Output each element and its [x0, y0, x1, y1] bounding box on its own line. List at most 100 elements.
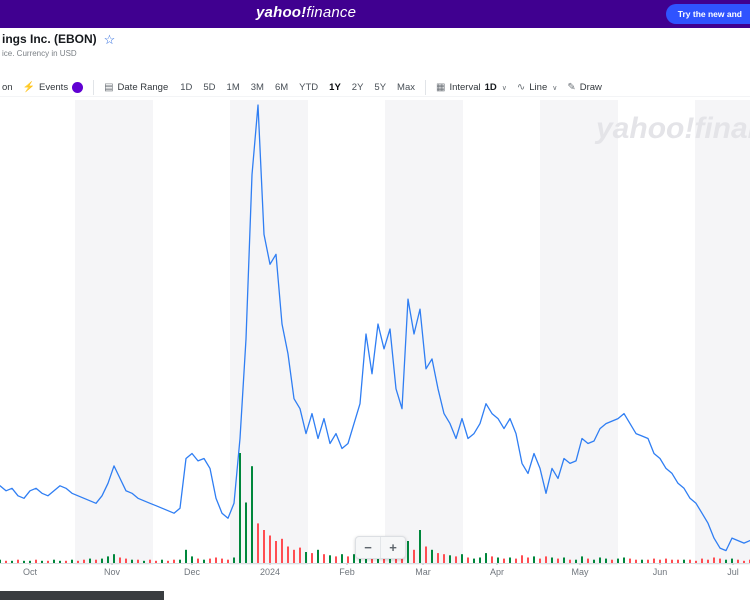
try-new-button[interactable]: Try the new and — [665, 4, 750, 24]
volume-bar — [161, 559, 163, 563]
zoom-out-button[interactable]: − — [356, 537, 380, 558]
volume-bar — [185, 549, 187, 563]
range-max[interactable]: Max — [397, 82, 415, 93]
volume-bar — [227, 559, 229, 563]
range-6m[interactable]: 6M — [274, 82, 289, 93]
volume-bar — [401, 555, 403, 563]
volume-bar — [665, 558, 667, 563]
yahoo-finance-logo[interactable]: yahoo!finance — [256, 4, 356, 21]
volume-bar — [641, 559, 643, 563]
calendar-icon: ▤ — [104, 81, 114, 93]
volume-bar — [275, 541, 277, 563]
volume-bar — [587, 558, 589, 563]
volume-bar — [659, 559, 661, 563]
volume-bar — [437, 553, 439, 563]
price-line — [0, 104, 750, 552]
x-axis-label: Mar — [415, 567, 431, 577]
volume-bar — [119, 557, 121, 563]
volume-bar — [629, 558, 631, 563]
volume-bar — [299, 547, 301, 563]
zoom-controls: − + — [355, 536, 406, 559]
volume-bar — [623, 557, 625, 563]
volume-bar — [551, 557, 553, 563]
x-axis-label: 2024 — [259, 567, 281, 577]
events-button[interactable]: ⚡ Events — [23, 82, 84, 93]
range-ytd[interactable]: YTD — [299, 82, 319, 93]
volume-bar — [77, 560, 79, 563]
draw-button[interactable]: ✎ Draw — [567, 82, 602, 93]
volume-bar — [155, 560, 157, 563]
volume-bar — [59, 560, 61, 563]
volume-bar — [35, 559, 37, 563]
chart-toolbar: on ⚡ Events ▤ Date Range 1D 5D 1M 3M 6M … — [0, 79, 750, 97]
volume-bar — [11, 560, 13, 563]
watchlist-star-icon[interactable]: ☆ — [103, 31, 116, 47]
volume-bar — [239, 453, 241, 563]
volume-bar — [515, 558, 517, 563]
volume-bar — [671, 559, 673, 563]
month-stripe — [230, 100, 308, 565]
volume-bar — [617, 558, 619, 563]
volume-bar — [647, 559, 649, 563]
volume-bar — [725, 559, 727, 563]
x-axis-label: Feb — [339, 567, 355, 577]
stock-title: ings Inc. (EBON) — [2, 32, 97, 46]
quote-title-row: ings Inc. (EBON) ☆ — [2, 32, 115, 46]
volume-bar — [53, 559, 55, 563]
volume-bar — [83, 559, 85, 563]
volume-bar — [689, 559, 691, 563]
logo-yahoo: yahoo! — [256, 4, 307, 21]
range-1m[interactable]: 1M — [226, 82, 240, 93]
volume-bar — [179, 559, 181, 563]
volume-bar — [575, 559, 577, 563]
volume-bar — [305, 552, 307, 563]
volume-bar — [251, 466, 253, 563]
comparison-button-fragment[interactable]: on — [2, 82, 13, 93]
volume-bar — [95, 559, 97, 563]
x-axis-label: Jun — [652, 567, 668, 577]
volume-bar — [479, 557, 481, 563]
x-axis-label: Nov — [103, 567, 121, 577]
date-range-button[interactable]: ▤ Date Range — [104, 82, 168, 93]
range-1d[interactable]: 1D — [180, 82, 193, 93]
range-1y[interactable]: 1Y — [329, 82, 341, 93]
volume-bar — [425, 546, 427, 563]
range-5d[interactable]: 5D — [203, 82, 216, 93]
volume-bar — [341, 554, 343, 563]
volume-bar — [149, 559, 151, 563]
interval-dropdown[interactable]: ▦ Interval 1D ∨ — [436, 82, 507, 93]
month-stripe — [695, 100, 750, 565]
volume-bar — [719, 558, 721, 563]
volume-bar — [329, 555, 331, 563]
volume-bar — [743, 560, 745, 563]
volume-bar — [5, 560, 7, 563]
volume-bar — [101, 558, 103, 563]
volume-bar — [731, 558, 733, 563]
volume-bar — [71, 559, 73, 563]
premium-badge-icon — [72, 82, 84, 93]
volume-bar — [443, 554, 445, 563]
volume-bar — [245, 502, 247, 563]
range-5y[interactable]: 5Y — [374, 82, 387, 93]
zoom-in-button[interactable]: + — [381, 537, 405, 558]
volume-bar — [593, 559, 595, 563]
volume-bar — [569, 559, 571, 563]
month-stripe — [385, 100, 463, 565]
quote-subtitle: ice. Currency in USD — [2, 49, 77, 58]
volume-bar — [311, 553, 313, 563]
range-buttons: 1D 5D 1M 3M 6M YTD 1Y 2Y 5Y Max — [180, 82, 415, 93]
comparison-label: on — [2, 82, 13, 93]
lightning-icon: ⚡ — [22, 81, 36, 93]
volume-bar — [713, 557, 715, 563]
volume-bar — [347, 556, 349, 563]
volume-bar — [353, 554, 355, 563]
volume-bar — [203, 559, 205, 563]
price-chart[interactable]: yahoo!finance — [0, 100, 750, 565]
range-3m[interactable]: 3M — [250, 82, 264, 93]
chart-type-dropdown[interactable]: ∿ Line ∨ — [517, 82, 557, 93]
draw-label: Draw — [579, 82, 602, 93]
volume-bar — [611, 559, 613, 563]
interval-grid-icon: ▦ — [435, 81, 446, 93]
range-2y[interactable]: 2Y — [351, 82, 364, 93]
